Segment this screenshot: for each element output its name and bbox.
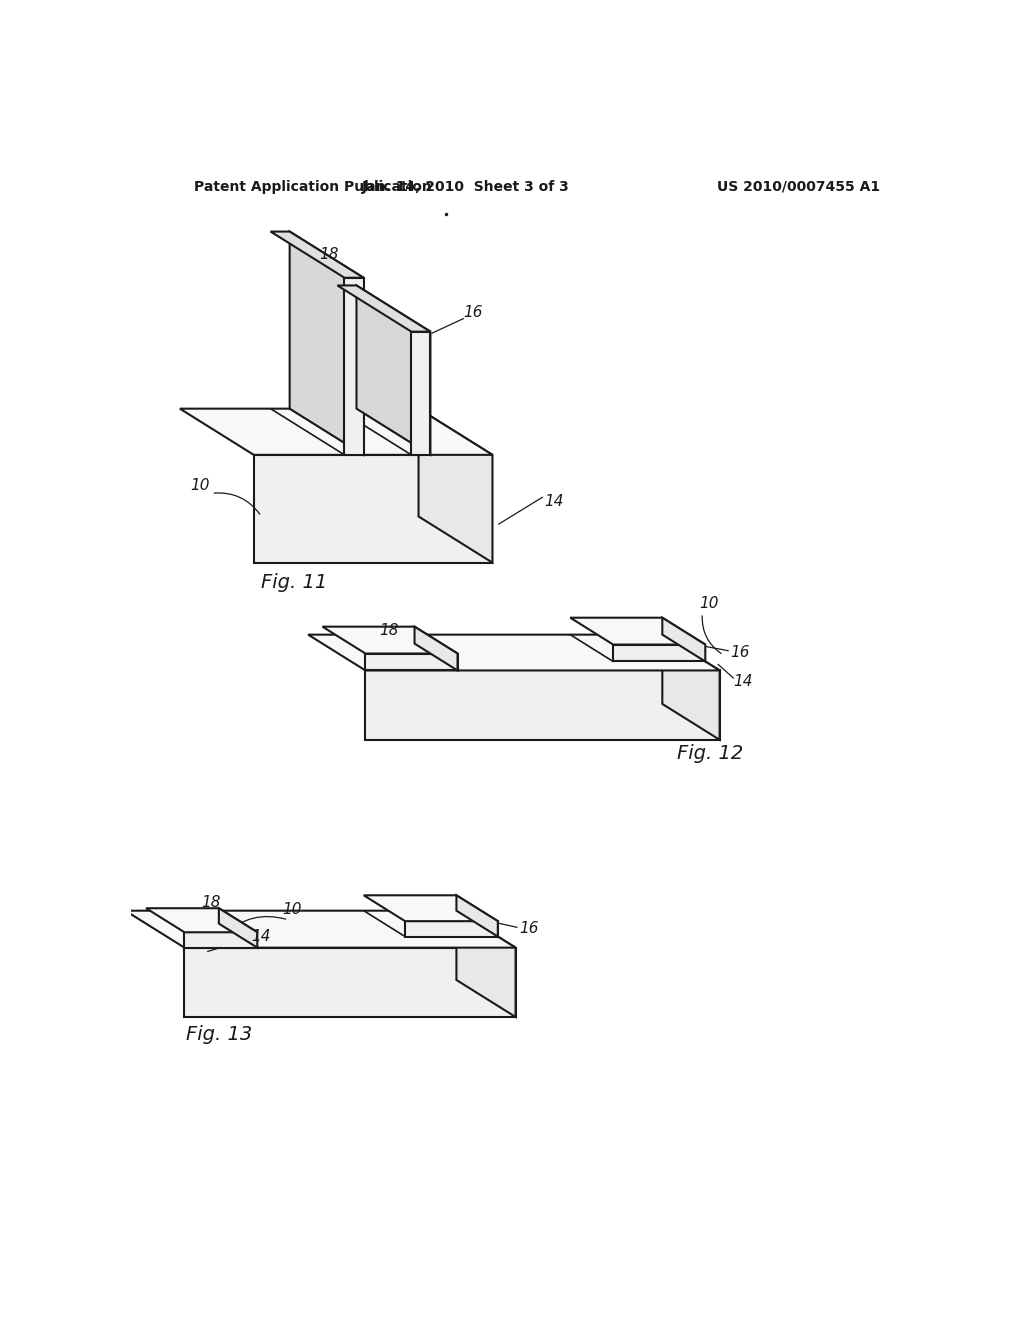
Text: US 2010/0007455 A1: US 2010/0007455 A1 xyxy=(717,180,881,194)
Polygon shape xyxy=(663,618,706,661)
Text: Fig. 11: Fig. 11 xyxy=(261,573,328,593)
Polygon shape xyxy=(366,671,720,739)
Polygon shape xyxy=(663,635,720,739)
Polygon shape xyxy=(290,231,364,455)
Text: 14: 14 xyxy=(733,675,753,689)
Text: 16: 16 xyxy=(519,921,539,936)
Polygon shape xyxy=(344,277,364,455)
Text: 14: 14 xyxy=(252,928,271,944)
Polygon shape xyxy=(419,409,493,562)
Polygon shape xyxy=(415,627,458,671)
Polygon shape xyxy=(219,908,257,948)
Polygon shape xyxy=(570,618,706,644)
Polygon shape xyxy=(323,627,458,653)
Polygon shape xyxy=(125,911,515,948)
Text: 14: 14 xyxy=(545,494,564,508)
Text: Fig. 13: Fig. 13 xyxy=(186,1026,252,1044)
Text: Jan. 14, 2010  Sheet 3 of 3: Jan. 14, 2010 Sheet 3 of 3 xyxy=(361,180,569,194)
Text: 10: 10 xyxy=(190,478,210,494)
Text: Patent Application Publication: Patent Application Publication xyxy=(194,180,431,194)
Text: Fig. 12: Fig. 12 xyxy=(677,744,743,763)
Text: 18: 18 xyxy=(379,623,398,638)
Polygon shape xyxy=(412,331,430,455)
Polygon shape xyxy=(366,653,458,671)
Text: 10: 10 xyxy=(698,597,718,611)
Polygon shape xyxy=(180,409,493,455)
Polygon shape xyxy=(406,921,498,937)
Text: 18: 18 xyxy=(319,247,339,263)
Polygon shape xyxy=(184,932,257,948)
Polygon shape xyxy=(184,948,515,1016)
Text: 16: 16 xyxy=(463,305,482,319)
Polygon shape xyxy=(146,908,257,932)
Polygon shape xyxy=(356,285,430,455)
Text: 16: 16 xyxy=(730,644,750,660)
Text: 18: 18 xyxy=(202,895,221,911)
Polygon shape xyxy=(337,285,430,331)
Polygon shape xyxy=(613,644,706,661)
Polygon shape xyxy=(308,635,720,671)
Polygon shape xyxy=(457,911,515,1016)
Polygon shape xyxy=(254,455,493,562)
Polygon shape xyxy=(457,895,498,937)
Polygon shape xyxy=(270,231,364,277)
Text: 10: 10 xyxy=(283,902,302,916)
Polygon shape xyxy=(364,895,498,921)
